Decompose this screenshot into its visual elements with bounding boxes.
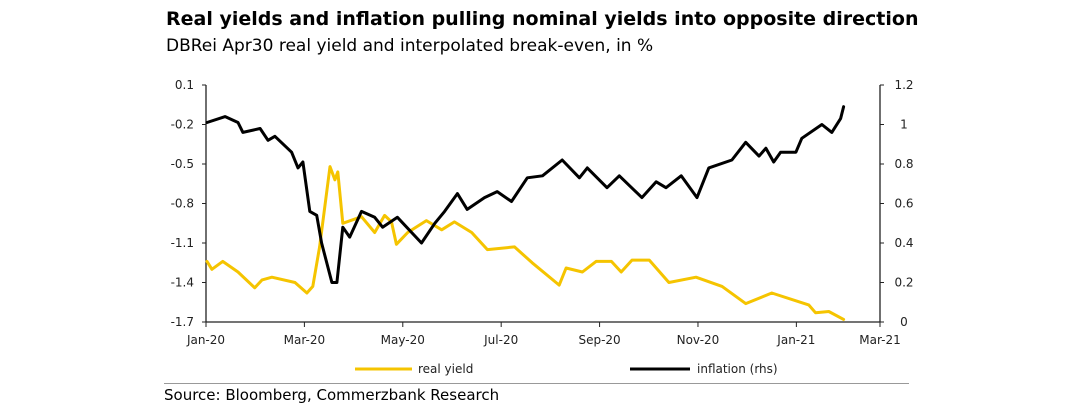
legend-label-real-yield: real yield — [418, 362, 473, 376]
left-tick-label: 0.1 — [175, 78, 194, 92]
source-divider — [164, 383, 909, 384]
left-tick-label: -0.5 — [171, 157, 194, 171]
right-tick-label: 0.4 — [894, 236, 913, 250]
left-tick-label: -0.2 — [171, 118, 194, 132]
right-tick-label: 0.2 — [894, 276, 913, 290]
legend: real yield inflation (rhs) — [355, 362, 778, 376]
x-tick-label: Jan-21 — [776, 333, 815, 347]
x-tick-label: Sep-20 — [578, 333, 620, 347]
source-note: Source: Bloomberg, Commerzbank Research — [164, 386, 500, 404]
left-tick-label: -1.1 — [171, 236, 194, 250]
right-tick-label: 1.2 — [894, 78, 913, 92]
right-tick-label: 0 — [900, 315, 908, 329]
left-tick-label: -1.4 — [171, 276, 194, 290]
chart-subtitle: DBRei Apr30 real yield and interpolated … — [166, 36, 654, 56]
inflation-line — [205, 105, 846, 284]
series-lines — [205, 105, 846, 321]
x-tick-label: May-20 — [381, 333, 425, 347]
x-tick-label: Mar-21 — [859, 333, 900, 347]
chart-title: Real yields and inflation pulling nomina… — [166, 8, 919, 30]
axes: 0.1 -0.2 -0.5 -0.8 -1.1 -1.4 -1.7 1.2 1 0.8 0.6 0.4… — [171, 78, 914, 347]
real-yield-line — [205, 165, 846, 321]
x-tick-label: Nov-20 — [677, 333, 720, 347]
right-tick-label: 0.6 — [894, 197, 913, 211]
right-tick-label: 1 — [900, 118, 908, 132]
x-tick-label: Jul-20 — [483, 333, 518, 347]
x-tick-label: Jan-20 — [186, 333, 225, 347]
legend-label-inflation: inflation (rhs) — [697, 362, 778, 376]
left-tick-label: -1.7 — [171, 315, 194, 329]
left-tick-label: -0.8 — [171, 197, 194, 211]
x-tick-label: Mar-20 — [284, 333, 325, 347]
right-tick-label: 0.8 — [894, 157, 913, 171]
